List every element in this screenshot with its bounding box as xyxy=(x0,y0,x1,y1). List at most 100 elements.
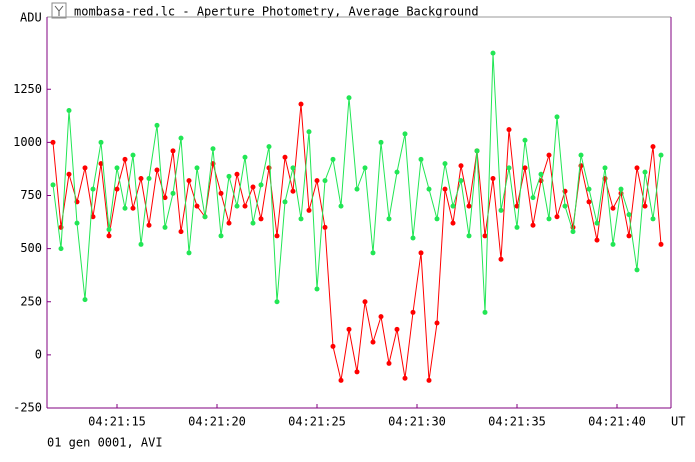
x-tick-label: 04:21:40 xyxy=(588,415,646,429)
data-point xyxy=(298,101,304,107)
data-point xyxy=(170,148,176,154)
data-point xyxy=(594,237,600,243)
data-point xyxy=(450,220,456,226)
data-point xyxy=(658,152,664,158)
data-point xyxy=(106,233,112,239)
data-point xyxy=(514,203,520,209)
data-point xyxy=(394,326,400,332)
data-point xyxy=(586,199,592,205)
data-point xyxy=(386,360,392,366)
data-point xyxy=(402,131,408,137)
data-point xyxy=(578,152,584,158)
data-point xyxy=(426,377,432,383)
data-point xyxy=(554,214,560,220)
data-point xyxy=(66,171,72,177)
data-point xyxy=(466,233,472,239)
data-point xyxy=(178,229,184,235)
data-point xyxy=(634,165,640,171)
data-point xyxy=(282,199,288,205)
y-tick-label: 750 xyxy=(20,188,42,202)
data-point xyxy=(506,165,512,171)
data-point xyxy=(474,148,480,154)
data-point xyxy=(114,186,120,192)
data-point xyxy=(74,220,80,226)
data-point xyxy=(354,186,360,192)
data-point xyxy=(162,195,168,201)
data-point xyxy=(266,165,272,171)
data-point xyxy=(90,214,96,220)
y-tick-label: 1250 xyxy=(13,82,42,96)
data-point xyxy=(618,186,624,192)
y-tick-label: 0 xyxy=(35,347,42,361)
data-point xyxy=(298,216,304,222)
data-point xyxy=(442,186,448,192)
data-point xyxy=(354,369,360,375)
data-point xyxy=(226,220,232,226)
data-point xyxy=(530,195,536,201)
data-point xyxy=(250,220,256,226)
x-tick-label: 04:21:20 xyxy=(188,415,246,429)
data-point xyxy=(562,203,568,209)
data-point xyxy=(658,241,664,247)
data-point xyxy=(50,182,56,188)
data-point xyxy=(554,114,560,120)
data-point xyxy=(146,222,152,228)
data-point xyxy=(242,203,248,209)
data-point xyxy=(586,186,592,192)
data-point xyxy=(314,286,320,292)
data-point xyxy=(498,207,504,213)
data-point xyxy=(274,299,280,305)
data-point xyxy=(258,182,264,188)
data-point xyxy=(98,139,104,145)
data-point xyxy=(290,188,296,194)
data-point xyxy=(378,139,384,145)
data-point xyxy=(274,233,280,239)
data-point xyxy=(410,309,416,315)
data-point xyxy=(258,216,264,222)
y-axis-label: ADU xyxy=(20,11,42,25)
data-point xyxy=(106,227,112,232)
data-point xyxy=(442,161,448,167)
data-point xyxy=(122,156,128,162)
data-point xyxy=(386,216,392,222)
data-point xyxy=(306,207,312,213)
data-point xyxy=(50,139,56,145)
data-point xyxy=(98,161,104,167)
data-point xyxy=(394,169,400,175)
data-point xyxy=(362,299,368,305)
data-point xyxy=(642,169,648,175)
data-point xyxy=(506,127,512,133)
data-point xyxy=(546,152,552,158)
data-point xyxy=(402,375,408,381)
data-point xyxy=(338,203,344,209)
y-tick-label: -250 xyxy=(13,401,42,415)
data-point xyxy=(250,184,256,190)
data-point xyxy=(138,176,144,181)
icon-glyph xyxy=(54,5,64,16)
data-point xyxy=(130,152,136,158)
data-point xyxy=(146,176,152,181)
data-point xyxy=(498,256,504,262)
data-point xyxy=(514,224,520,230)
data-point xyxy=(66,108,72,113)
data-point xyxy=(458,178,464,184)
data-point xyxy=(82,297,88,303)
y-tick-label: 500 xyxy=(20,241,42,255)
data-point xyxy=(530,222,536,228)
data-point xyxy=(290,165,296,171)
data-point xyxy=(626,233,632,239)
data-point xyxy=(154,122,160,128)
footer: 01 gen 0001, AVI xyxy=(47,436,163,450)
data-point xyxy=(330,156,336,162)
data-point xyxy=(130,205,136,211)
data-point xyxy=(650,144,656,150)
data-point xyxy=(218,233,224,239)
data-point xyxy=(210,146,216,152)
data-point xyxy=(330,343,336,349)
data-point xyxy=(138,241,144,247)
chart-title: mombasa-red.lc - Aperture Photometry, Av… xyxy=(74,5,479,19)
data-point xyxy=(234,203,240,209)
data-point xyxy=(242,154,248,160)
data-point xyxy=(458,163,464,169)
